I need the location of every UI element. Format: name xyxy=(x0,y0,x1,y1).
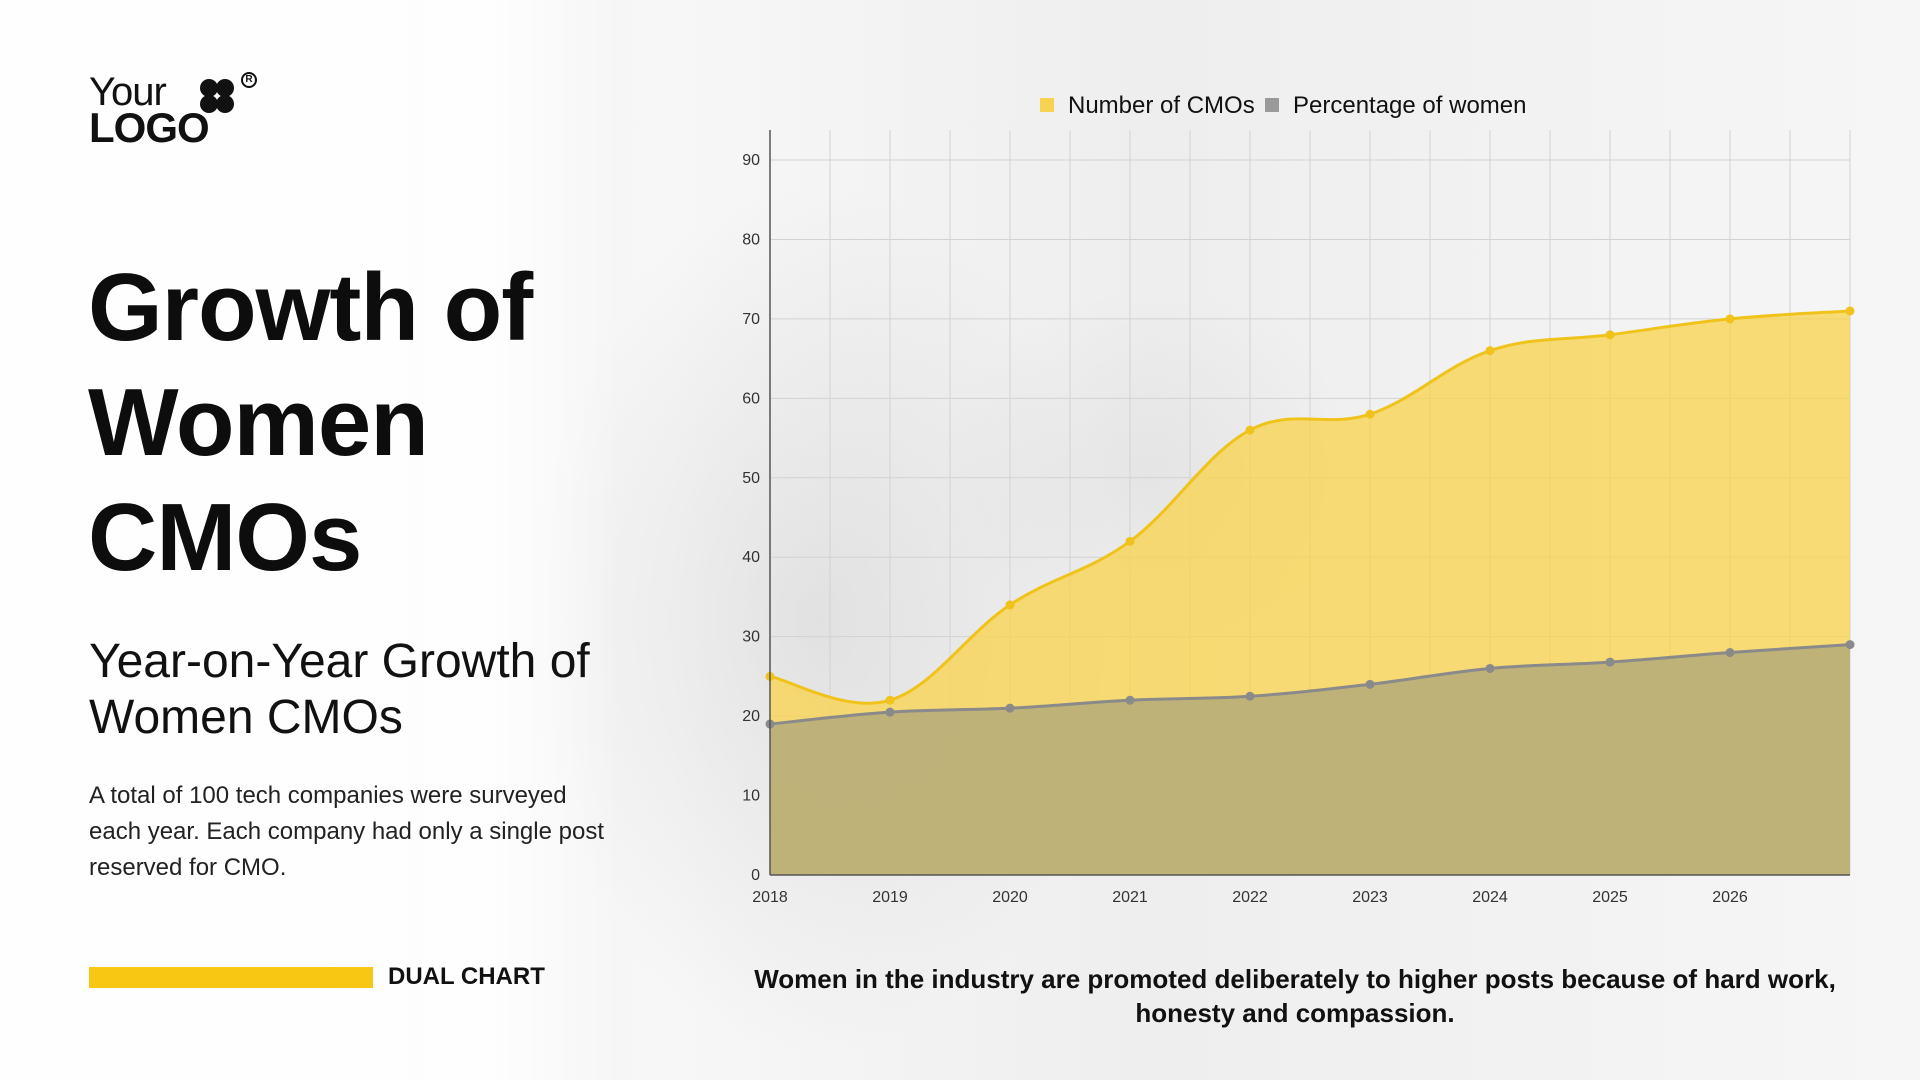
data-point xyxy=(1245,425,1255,435)
legend-swatch-1 xyxy=(1040,98,1054,112)
data-point xyxy=(1245,691,1255,701)
x-tick-label: 2018 xyxy=(752,889,788,906)
legend-label-2: Percentage of women xyxy=(1293,92,1526,119)
legend-label-1: Number of CMOs xyxy=(1068,92,1255,119)
data-point xyxy=(1365,409,1375,419)
page-title: Growth of Women CMOs xyxy=(88,254,533,591)
series-line-1 xyxy=(769,309,1851,705)
logo-clover-icon xyxy=(200,79,234,113)
data-point xyxy=(1845,306,1855,316)
x-tick-label: 2022 xyxy=(1232,889,1268,906)
series-area-2 xyxy=(770,644,1850,875)
registered-mark: R xyxy=(241,72,257,88)
data-point xyxy=(1725,314,1735,324)
footer-note: Women in the industry are promoted delib… xyxy=(754,964,1836,1028)
data-point xyxy=(1125,536,1135,546)
description-text: A total of 100 tech companies were surve… xyxy=(89,782,604,881)
y-tick-label: 10 xyxy=(742,788,760,805)
y-tick-label: 50 xyxy=(742,470,760,487)
x-tick-label: 2025 xyxy=(1592,889,1628,906)
y-tick-label: 0 xyxy=(751,867,760,884)
data-point xyxy=(1125,695,1135,705)
chart-type-label: DUAL CHART xyxy=(388,963,545,990)
y-tick-label: 80 xyxy=(742,231,760,248)
x-tick-label: 2026 xyxy=(1712,889,1748,906)
data-point xyxy=(1005,600,1015,610)
x-tick-label: 2024 xyxy=(1472,889,1508,906)
y-tick-label: 20 xyxy=(742,708,760,725)
chart-svg: 0 10 20 30 40 50 60 70 80 90 2018 2019 2020 2021 2022 2… xyxy=(742,92,1855,906)
y-tick-label: 70 xyxy=(742,311,760,328)
data-point xyxy=(885,695,895,705)
data-point xyxy=(1485,663,1495,673)
data-point xyxy=(1005,703,1015,713)
dual-area-chart: 0 10 20 30 40 50 60 70 80 90 2018 2019 2020 2021 2022 2… xyxy=(700,80,1880,930)
y-tick-label: 60 xyxy=(742,390,760,407)
data-point xyxy=(885,707,895,717)
accent-bar xyxy=(89,967,373,988)
logo-text-your: Your xyxy=(89,70,167,114)
y-tick-label: 40 xyxy=(742,549,760,566)
x-tick-label: 2023 xyxy=(1352,889,1388,906)
page-subtitle: Year-on-Year Growth of Women CMOs xyxy=(89,635,590,744)
y-tick-label: 30 xyxy=(742,629,760,646)
data-point xyxy=(1845,640,1855,650)
x-tick-label: 2020 xyxy=(992,889,1028,906)
data-point xyxy=(1485,346,1495,356)
data-point xyxy=(1605,657,1615,667)
data-point xyxy=(1605,330,1615,340)
data-point xyxy=(1725,648,1735,658)
left-panel xyxy=(0,0,620,1080)
x-tick-label: 2019 xyxy=(872,889,908,906)
legend-swatch-2 xyxy=(1265,98,1279,112)
data-point xyxy=(1365,679,1375,689)
x-tick-label: 2021 xyxy=(1112,889,1148,906)
series-line-2 xyxy=(769,643,1851,726)
y-tick-label: 90 xyxy=(742,152,760,169)
logo-text-logo: LOGO xyxy=(89,104,210,151)
brand-logo: Your LOGO R xyxy=(89,70,269,150)
